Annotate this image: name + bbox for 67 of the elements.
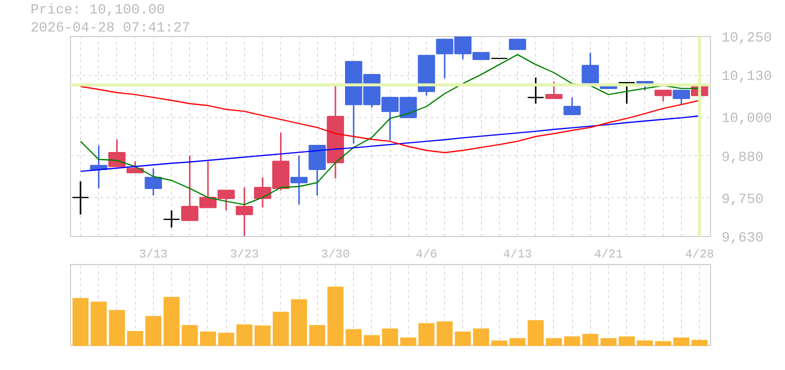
bar bbox=[418, 323, 434, 346]
bar bbox=[400, 338, 416, 346]
candlestick bbox=[654, 90, 672, 102]
bar bbox=[473, 328, 490, 346]
candlestick bbox=[545, 80, 563, 100]
candlestick bbox=[582, 52, 599, 86]
bar bbox=[546, 338, 562, 346]
y-tick-label: 10,000 bbox=[722, 111, 772, 128]
bar bbox=[454, 332, 471, 346]
bar bbox=[72, 298, 89, 346]
bar bbox=[164, 296, 180, 346]
line-series bbox=[80, 86, 700, 154]
line-series bbox=[80, 115, 700, 172]
bar bbox=[272, 312, 289, 346]
x-tick-label: 3/23 bbox=[230, 248, 259, 262]
candlestick bbox=[618, 82, 636, 104]
bar bbox=[436, 321, 453, 346]
bar bbox=[218, 332, 234, 346]
candlestick bbox=[527, 76, 544, 104]
bar bbox=[600, 338, 617, 346]
bar bbox=[382, 328, 398, 346]
x-tick-label: 3/13 bbox=[138, 248, 168, 262]
bar bbox=[290, 299, 308, 346]
y-tick-label: 9,750 bbox=[722, 192, 764, 208]
bar bbox=[327, 286, 344, 346]
bar bbox=[528, 320, 544, 346]
bar bbox=[364, 335, 380, 346]
x-tick-label: 4/13 bbox=[503, 248, 532, 262]
y-tick-label: 9,880 bbox=[722, 150, 764, 166]
bar bbox=[673, 338, 690, 346]
chart-title: Price: 10,100.00 bbox=[30, 2, 165, 18]
candlestick bbox=[508, 38, 526, 50]
candlestick bbox=[672, 90, 690, 106]
x-tick-label: 4/6 bbox=[416, 248, 438, 262]
bar bbox=[145, 316, 162, 346]
y-tick-label: 10,250 bbox=[722, 30, 772, 46]
y-tick-label: 10,130 bbox=[722, 69, 772, 86]
bar bbox=[346, 329, 362, 346]
candlestick bbox=[290, 154, 308, 206]
bar bbox=[582, 334, 598, 346]
candlestick bbox=[162, 210, 180, 228]
bar bbox=[491, 340, 508, 346]
bar bbox=[108, 310, 125, 346]
candlestick bbox=[144, 168, 162, 196]
bar bbox=[509, 338, 526, 346]
bar bbox=[200, 332, 216, 346]
candlestick bbox=[236, 186, 253, 236]
chart-subtitle: 2026-04-28 07:41:27 bbox=[30, 20, 190, 36]
bar bbox=[236, 324, 252, 346]
candlestick bbox=[108, 138, 126, 168]
bar bbox=[127, 330, 144, 346]
bar bbox=[182, 324, 198, 346]
candlestick bbox=[72, 180, 90, 216]
bar bbox=[90, 302, 107, 346]
candlestick bbox=[564, 96, 581, 116]
bar bbox=[655, 341, 672, 346]
bar bbox=[254, 326, 271, 346]
x-tick-label: 4/28 bbox=[685, 248, 714, 262]
bar bbox=[692, 340, 708, 346]
bar bbox=[309, 324, 326, 346]
x-tick-label: 4/21 bbox=[594, 248, 623, 262]
bar bbox=[636, 340, 653, 346]
y-tick-label: 9,630 bbox=[722, 230, 764, 246]
candlestick bbox=[308, 144, 326, 196]
bar bbox=[564, 336, 580, 346]
bar bbox=[618, 336, 635, 346]
x-tick-label: 3/30 bbox=[321, 248, 350, 262]
